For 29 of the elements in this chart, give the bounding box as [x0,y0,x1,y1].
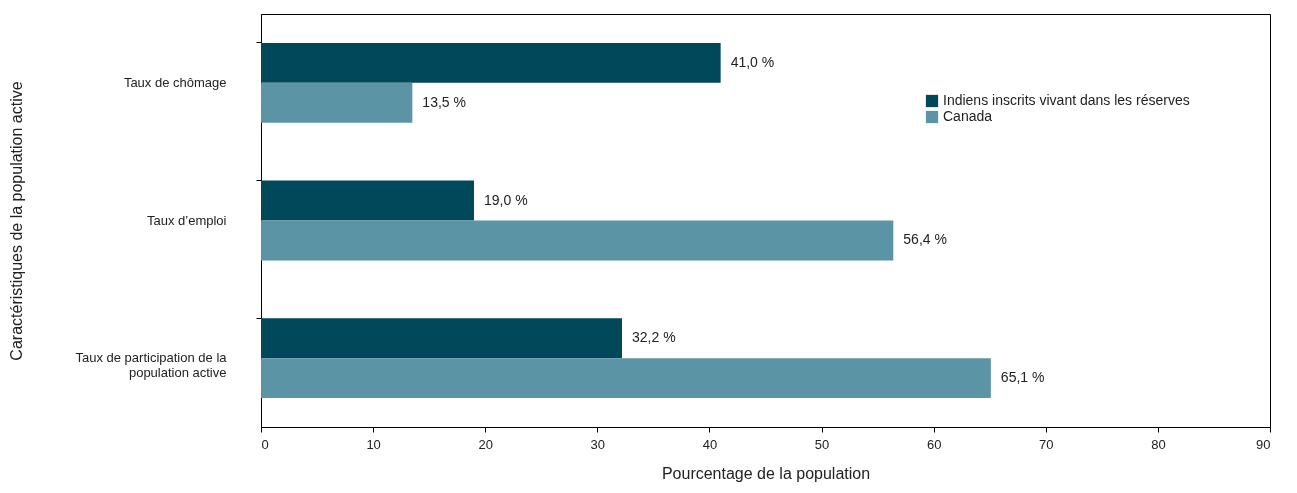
x-tick-label: 20 [478,436,493,452]
legend-label: Canada [943,108,993,124]
y-tick-label: Taux de chômage [123,74,227,90]
data-label: 41,0 % [730,53,775,70]
bar [261,82,413,123]
data-label: 19,0 % [484,191,528,208]
data-label: 13,5 % [422,93,466,110]
data-label: 32,2 % [632,329,676,346]
bar [261,42,721,83]
y-tick-label: Taux d’emploi [147,212,227,228]
x-tick-label: 90 [1256,436,1271,452]
bar [261,318,622,359]
bar [261,220,894,261]
x-tick-label: 70 [1039,436,1054,452]
y-axis-title: Caractéristiques de la population active [8,81,26,361]
x-tick-label: 10 [366,436,381,452]
data-label: 56,4 % [903,231,947,248]
data-label: 65,1 % [1000,369,1045,386]
x-tick-label: 30 [590,436,606,452]
x-tick-label: 50 [814,436,830,452]
y-tick-label: Taux de participation de la population active [75,350,228,381]
bar [261,358,991,399]
x-tick-label: 60 [926,436,942,452]
x-tick-label: 0 [261,436,269,452]
legend-label: Indiens inscrits vivant dans les réserves [943,92,1190,108]
x-axis-title: Pourcentage de la population [661,464,871,482]
bar [261,180,475,221]
x-tick-label: 80 [1151,436,1166,452]
x-tick-label: 40 [702,436,718,452]
